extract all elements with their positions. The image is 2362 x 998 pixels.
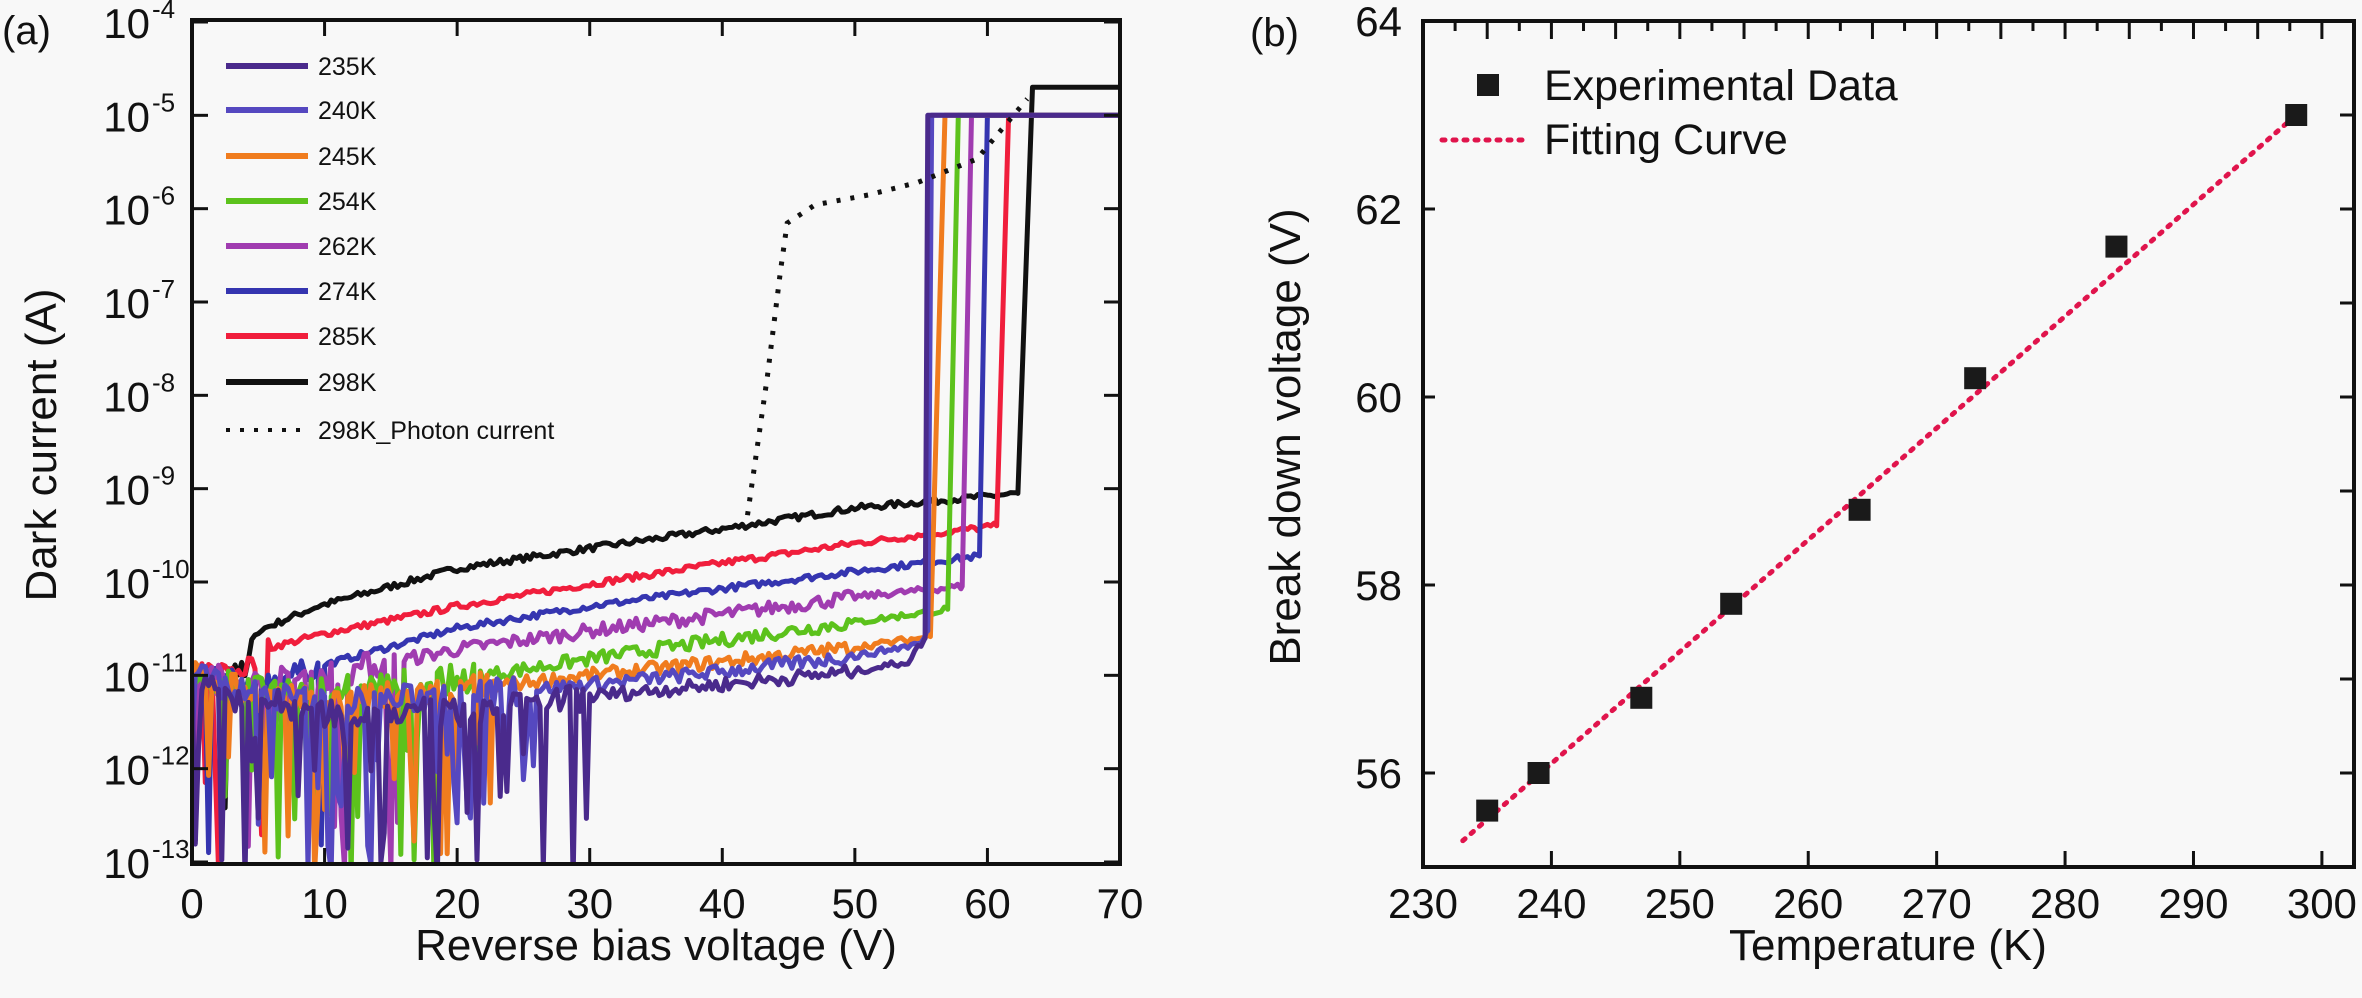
legend-entry-label: 298K_Photon current	[318, 417, 554, 445]
series-line-285k	[192, 112, 1120, 864]
experimental-data-point	[1476, 799, 1499, 822]
y-tick-label: 10	[103, 93, 150, 140]
experimental-data-point	[1720, 592, 1743, 615]
y-tick-label: 64	[1355, 0, 1402, 45]
y-tick-label-exponent: -8	[152, 367, 175, 397]
x-tick-label: 290	[2158, 880, 2228, 927]
y-tick-label-exponent: -12	[152, 741, 190, 771]
y-tick-label: 10	[103, 653, 150, 700]
legend-entry-label: 285K	[318, 323, 377, 351]
panel-a-y-axis-title: Dark current (A)	[17, 289, 66, 602]
series-line-262k	[192, 112, 1120, 864]
panel-b-ticks: 230 240 250 260 270 280 290 300 56 58 60 62 64	[1355, 0, 2357, 927]
experimental-data-point	[1630, 686, 1653, 709]
y-tick-label: 10	[103, 840, 150, 887]
y-tick-label: 10	[103, 747, 150, 794]
y-tick-label-exponent: -5	[152, 87, 175, 117]
panel-a-legend: 235K 240K 245K 254K 262K 274K 285K 298K 298K_Pho…	[226, 53, 554, 445]
panel-a-label: (a)	[2, 9, 51, 53]
legend-entry-label: 254K	[318, 188, 377, 216]
x-tick-label: 270	[1902, 880, 1972, 927]
panel-a-frame	[190, 18, 1122, 866]
series-line-298k	[192, 84, 1120, 843]
x-tick-label: 0	[180, 880, 203, 927]
x-tick-label: 70	[1097, 880, 1144, 927]
x-tick-label: 10	[301, 880, 348, 927]
y-tick-label-exponent: -4	[152, 0, 175, 24]
series-line-274k	[192, 112, 1120, 856]
y-tick-label: 10	[103, 280, 150, 327]
experimental-data-point	[1848, 498, 1871, 521]
legend-swatch-experimental-data	[1477, 74, 1499, 96]
legend-entry-label: 240K	[318, 97, 377, 125]
y-tick-label: 62	[1355, 186, 1402, 233]
y-tick-label: 10	[103, 0, 150, 47]
x-tick-label: 50	[831, 880, 878, 927]
experimental-data-point	[1964, 367, 1987, 390]
experimental-data-point	[2285, 104, 2308, 126]
x-tick-label: 230	[1388, 880, 1458, 927]
y-tick-label-exponent: -11	[152, 647, 188, 677]
y-tick-label: 10	[103, 187, 150, 234]
series-line-235k	[192, 112, 1120, 864]
x-tick-label: 250	[1645, 880, 1715, 927]
x-tick-label: 30	[566, 880, 613, 927]
legend-entry-label: 262K	[318, 233, 377, 261]
x-tick-label: 60	[964, 880, 1011, 927]
panel-a-x-axis-title: Reverse bias voltage (V)	[415, 921, 897, 970]
experimental-data-point	[1527, 762, 1550, 784]
x-tick-label: 20	[434, 880, 481, 927]
panel-b-breakdown-voltage-chart: (b) 230 240 250 260 270 280 290 300 56 58 60 62 64 E…	[1250, 0, 2357, 970]
legend-entry-label: 245K	[318, 143, 377, 171]
x-tick-label: 280	[2030, 880, 2100, 927]
x-tick-label: 40	[699, 880, 746, 927]
y-tick-label-exponent: -10	[152, 554, 190, 584]
legend-entry-label: 298K	[318, 369, 377, 397]
legend-entry-label: 235K	[318, 53, 377, 81]
panel-b-legend: Experimental Data Fitting Curve	[1439, 62, 1898, 164]
experimental-data-point	[2105, 235, 2128, 258]
y-tick-label-exponent: -13	[152, 834, 190, 864]
y-tick-label-exponent: -6	[152, 181, 175, 211]
y-tick-label: 10	[103, 467, 150, 514]
y-tick-label: 10	[103, 373, 150, 420]
y-tick-label-exponent: -9	[152, 461, 175, 491]
y-tick-label: 10	[103, 560, 150, 607]
panel-a-series-lines	[192, 84, 1120, 864]
panel-b-label: (b)	[1250, 11, 1299, 55]
fitting-curve-line	[1460, 112, 2299, 844]
y-tick-label: 58	[1355, 562, 1402, 609]
legend-entry-label: 274K	[318, 278, 377, 306]
y-tick-label: 60	[1355, 374, 1402, 421]
x-tick-label: 240	[1516, 880, 1586, 927]
legend-entry-label: Experimental Data	[1544, 62, 1898, 110]
panel-b-marks	[1460, 104, 2308, 844]
panel-b-frame	[1421, 19, 2356, 869]
y-tick-label: 56	[1355, 750, 1402, 797]
x-tick-label: 300	[2287, 880, 2357, 927]
panel-b-y-axis-title: Break down voltage (V)	[1261, 208, 1310, 665]
legend-entry-label: Fitting Curve	[1544, 116, 1788, 164]
panel-b-x-axis-title: Temperature (K)	[1729, 921, 2047, 970]
x-tick-label: 260	[1773, 880, 1843, 927]
y-tick-label-exponent: -7	[152, 274, 175, 304]
